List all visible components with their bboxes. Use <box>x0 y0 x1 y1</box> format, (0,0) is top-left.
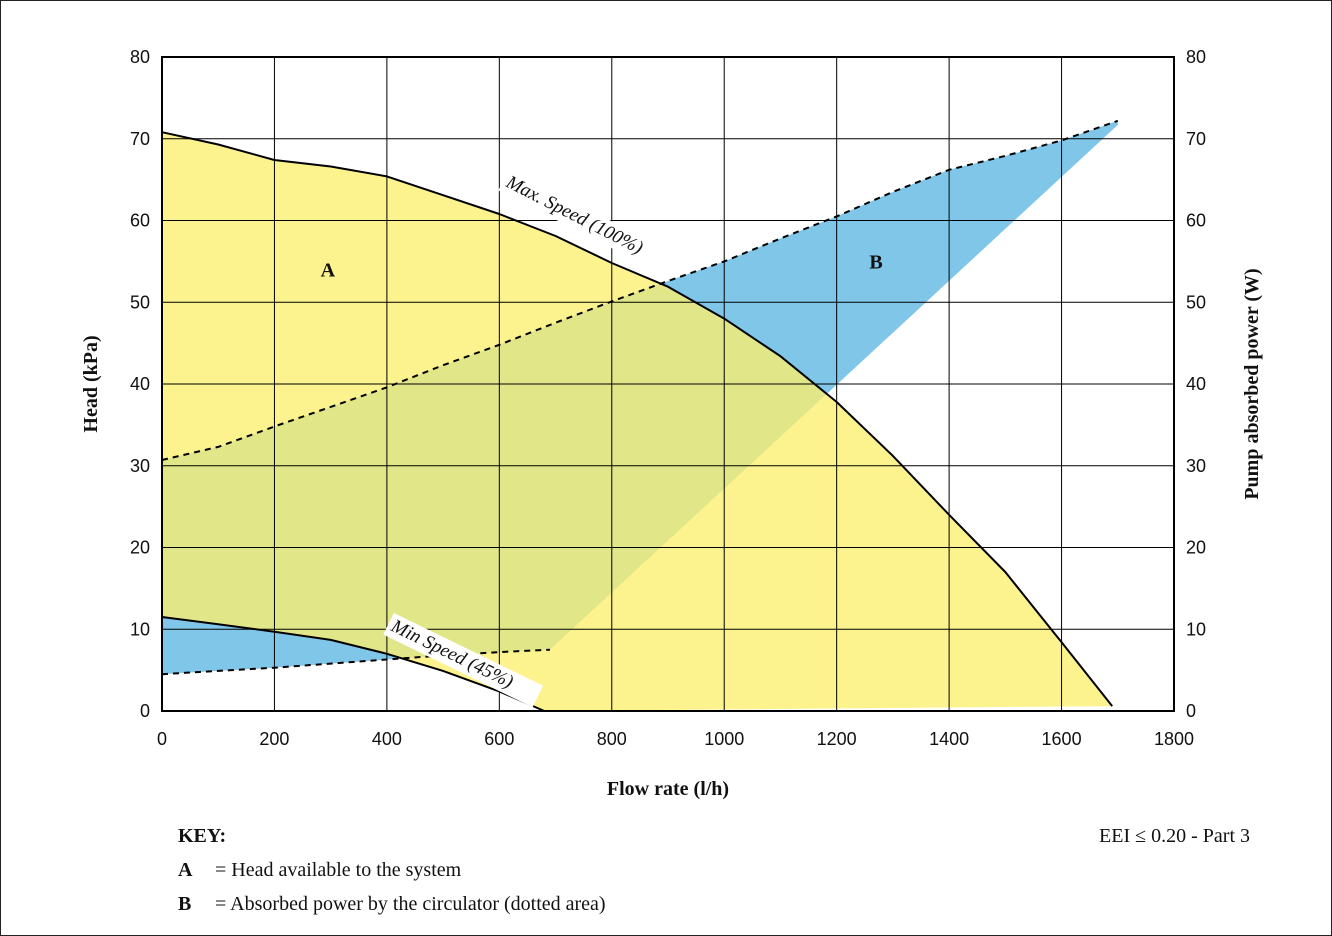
y-tick-label-left: 60 <box>130 211 150 231</box>
series-line-0 <box>161 131 1113 707</box>
y-tick-label-right: 60 <box>1186 211 1206 231</box>
x-axis-title: Flow rate (l/h) <box>607 778 729 800</box>
x-tick-label: 1400 <box>929 729 969 749</box>
x-tick-label: 0 <box>157 729 167 749</box>
ticks-layer: 0 200 400 600 800 1000 1200 1400 1600 18000102030… <box>130 47 1206 749</box>
area-a-label: A <box>321 260 336 282</box>
y-tick-label-left: 0 <box>140 701 150 721</box>
area-a-fill <box>162 132 1113 711</box>
series-line-2 <box>161 119 1119 461</box>
key-letter-a: A <box>178 859 193 881</box>
x-tick-label: 1000 <box>704 729 744 749</box>
y-axis-title-right: Pump absorbed power (W) <box>1241 268 1263 499</box>
y-tick-label-right: 70 <box>1186 129 1206 149</box>
y-tick-label-right: 30 <box>1186 456 1206 476</box>
y-tick-label-left: 40 <box>130 374 150 394</box>
x-tick-label: 400 <box>372 729 402 749</box>
key-text-b: = Absorbed power by the circulator (dott… <box>215 893 606 915</box>
key-letter-b: B <box>178 893 191 915</box>
x-tick-label: 1200 <box>817 729 857 749</box>
y-tick-label-right: 10 <box>1186 619 1206 639</box>
eei-note: EEI ≤ 0.20 - Part 3 <box>1099 825 1250 847</box>
x-tick-label: 800 <box>597 729 627 749</box>
y-tick-label-right: 0 <box>1186 701 1196 721</box>
y-tick-label-left: 70 <box>130 129 150 149</box>
x-tick-label: 1800 <box>1154 729 1194 749</box>
x-tick-label: 1600 <box>1042 729 1082 749</box>
areas-layer <box>162 120 1118 711</box>
y-axis-title-left: Head (kPa) <box>80 335 102 432</box>
key-title: KEY: <box>178 825 226 847</box>
x-tick-label: 200 <box>259 729 289 749</box>
key-text-a: = Head available to the system <box>215 859 462 881</box>
x-tick-label: 600 <box>484 729 514 749</box>
y-tick-label-left: 20 <box>130 538 150 558</box>
y-tick-label-right: 20 <box>1186 538 1206 558</box>
plot-border <box>161 56 1175 712</box>
area-b-label: B <box>869 251 882 273</box>
y-tick-label-right: 50 <box>1186 292 1206 312</box>
series-line-1 <box>161 616 545 712</box>
y-tick-label-left: 10 <box>130 619 150 639</box>
y-tick-label-left: 50 <box>130 292 150 312</box>
y-tick-label-right: 40 <box>1186 374 1206 394</box>
curves-layer <box>161 119 1119 712</box>
y-tick-label-left: 30 <box>130 456 150 476</box>
y-tick-label-left: 80 <box>130 47 150 67</box>
y-tick-label-right: 80 <box>1186 47 1206 67</box>
